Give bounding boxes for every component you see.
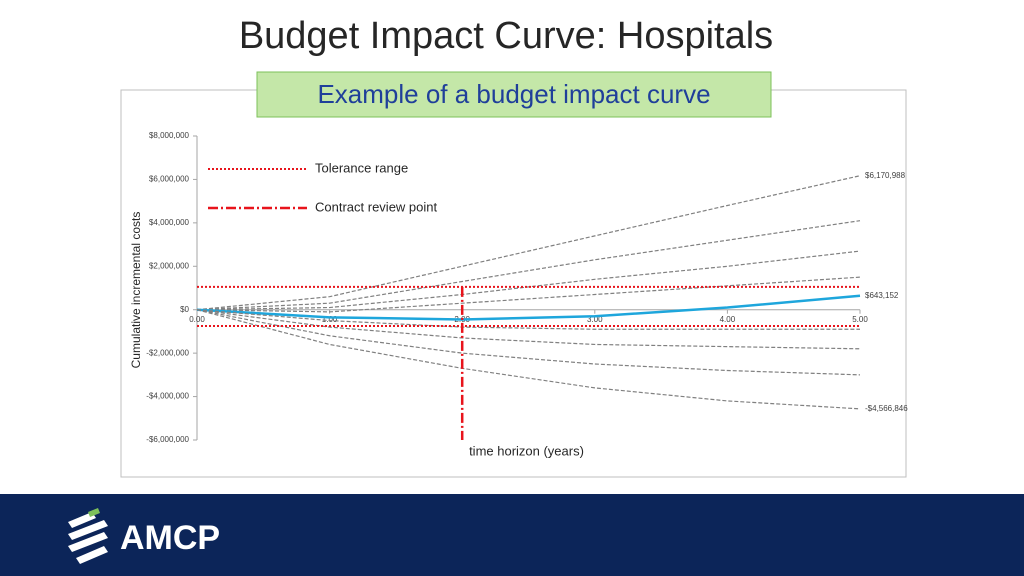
scenario-line	[196, 175, 861, 311]
subtitle: Example of a budget impact curve	[317, 79, 710, 109]
end-label: -$4,566,846	[865, 404, 908, 413]
logo-icon	[68, 508, 108, 564]
y-tick-label: $8,000,000	[149, 131, 190, 140]
y-tick-label: -$6,000,000	[146, 435, 189, 444]
legend-label: Contract review point	[315, 199, 437, 214]
y-tick-label: $2,000,000	[149, 261, 190, 270]
scenario-line	[196, 220, 861, 311]
subtitle-box	[256, 71, 772, 118]
y-tick-label: -$2,000,000	[146, 348, 189, 357]
chart: -$6,000,000 -$4,000,000 -$2,000,000 $0 $2,00…	[129, 131, 908, 458]
scenario-line	[196, 276, 861, 313]
scenario-line	[196, 250, 861, 311]
chart-frame	[120, 89, 907, 478]
base-case-line	[196, 294, 861, 321]
y-tick-label: $4,000,000	[149, 218, 190, 227]
x-tick-label: 1.00	[322, 315, 338, 324]
x-tick-label: 0.00	[189, 315, 205, 324]
x-axis-label: time horizon (years)	[469, 443, 584, 458]
scenario-line	[196, 309, 860, 330]
legend-label: Tolerance range	[315, 160, 408, 175]
y-axis-label: Cumulative incremental costs	[129, 212, 143, 369]
logo-text: AMCP	[120, 519, 220, 557]
end-label: $6,170,988	[865, 171, 906, 180]
slide-title: Budget Impact Curve: Hospitals	[239, 15, 773, 57]
y-tick-label: -$4,000,000	[146, 392, 189, 401]
x-tick-label: 4.00	[720, 315, 736, 324]
scenario-line	[196, 309, 861, 410]
end-label: $643,152	[865, 291, 899, 300]
footer-bar	[0, 494, 1024, 576]
scenario-line	[196, 309, 861, 350]
y-tick-label: $6,000,000	[149, 175, 190, 184]
x-tick-label: 3.00	[587, 315, 603, 324]
y-tick-label: $0	[180, 305, 189, 314]
x-tick-label: 5.00	[852, 315, 868, 324]
